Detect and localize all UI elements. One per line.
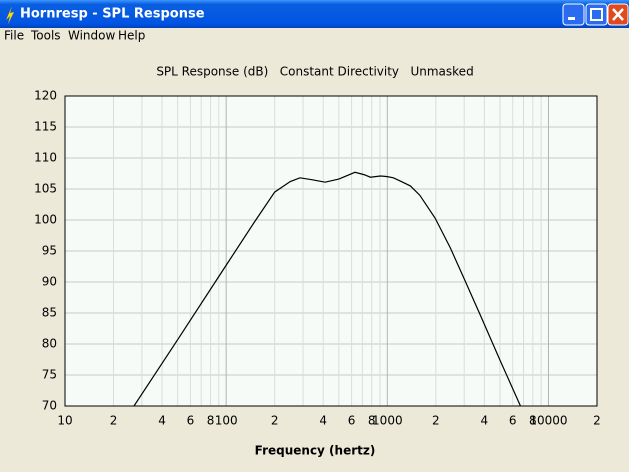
plot-frame [64,95,598,407]
y-tick-label: 120 [34,89,57,103]
x-tick-label: 100 [215,414,238,428]
y-tick-label: 85 [42,306,57,320]
x-tick-label: 2 [432,414,440,428]
minimize-button[interactable] [562,3,585,26]
y-tick-label: 100 [34,213,57,227]
menu-item[interactable]: Window [68,29,116,43]
menu-item[interactable]: Tools [30,29,61,43]
x-tick-label: 8 [529,414,537,428]
x-tick-label: 1000 [372,414,403,428]
x-tick-label: 4 [158,414,166,428]
y-tick-label: 80 [42,337,57,351]
x-tick-label: 6 [187,414,195,428]
x-tick-label: 4 [481,414,489,428]
chart-title: SPL Response (dB) Constant Directivity U… [156,65,473,79]
x-tick-label: 2 [271,414,279,428]
title-bar [0,0,629,28]
x-tick-label: 8 [368,414,376,428]
window-title: Hornresp - SPL Response [20,7,205,22]
x-tick-label: 10000 [529,414,567,428]
response-curve [133,171,522,406]
x-tick-label: 4 [319,414,327,428]
x-tick-label: 2 [110,414,118,428]
y-tick-label: 105 [34,182,57,196]
y-tick-label: 95 [42,244,57,258]
menu-bar [0,28,629,45]
x-axis-label: Frequency (hertz) [255,444,376,458]
y-tick-label: 75 [42,368,57,382]
y-tick-label: 115 [34,120,57,134]
x-tick-label: 2 [593,414,601,428]
y-tick-label: 70 [42,399,57,413]
x-tick-label: 6 [348,414,356,428]
x-tick-label: 10 [57,414,72,428]
y-tick-label: 110 [34,151,57,165]
menu-item[interactable]: Help [118,29,145,43]
x-tick-label: 6 [509,414,517,428]
y-tick-label: 90 [42,275,57,289]
app-icon [6,6,14,24]
x-tick-label: 8 [207,414,215,428]
close-button[interactable] [607,3,629,26]
maximize-button[interactable] [585,3,608,26]
menu-item[interactable]: File [4,29,24,43]
